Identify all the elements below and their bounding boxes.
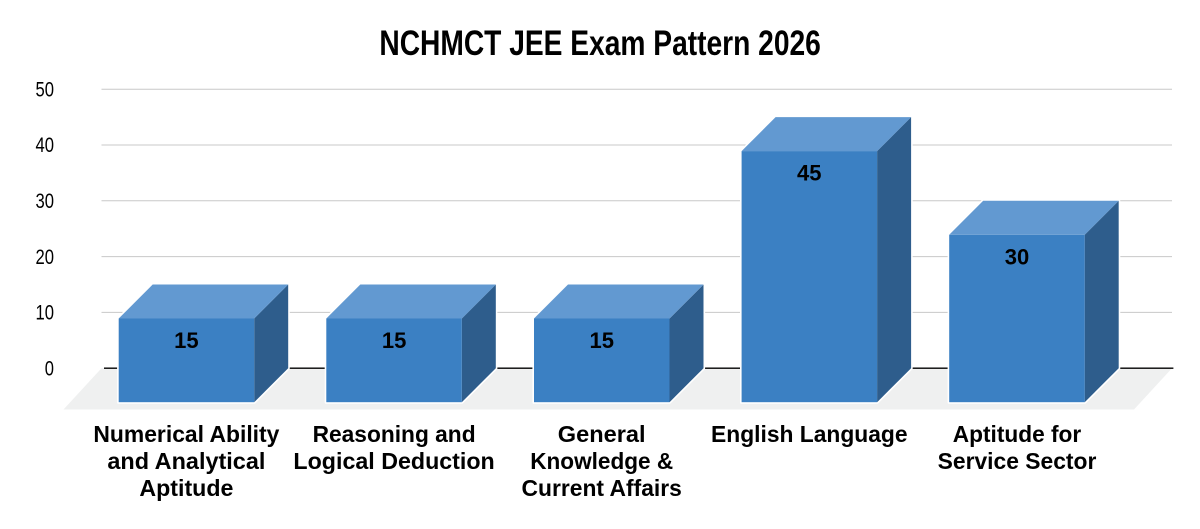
svg-text:15: 15 bbox=[174, 328, 198, 353]
svg-text:English Language: English Language bbox=[711, 421, 908, 447]
svg-text:Logical Deduction: Logical Deduction bbox=[293, 448, 494, 474]
svg-text:Knowledge &: Knowledge & bbox=[530, 448, 673, 474]
svg-text:Current Affairs: Current Affairs bbox=[522, 475, 682, 501]
svg-text:Aptitude for: Aptitude for bbox=[953, 421, 1081, 447]
svg-text:30: 30 bbox=[36, 189, 55, 213]
svg-text:10: 10 bbox=[36, 301, 55, 325]
svg-text:30: 30 bbox=[1005, 244, 1029, 269]
svg-text:15: 15 bbox=[589, 328, 613, 353]
svg-text:and Analytical: and Analytical bbox=[107, 448, 265, 474]
svg-text:Numerical Ability: Numerical Ability bbox=[93, 421, 279, 447]
svg-text:Service Sector: Service Sector bbox=[938, 448, 1097, 474]
svg-text:45: 45 bbox=[797, 161, 821, 186]
svg-text:40: 40 bbox=[36, 133, 55, 157]
svg-text:15: 15 bbox=[382, 328, 406, 353]
svg-text:Aptitude: Aptitude bbox=[139, 475, 233, 501]
svg-text:NCHMCT JEE Exam Pattern 2026: NCHMCT JEE Exam Pattern 2026 bbox=[379, 24, 821, 63]
svg-text:0: 0 bbox=[45, 356, 54, 380]
svg-text:20: 20 bbox=[36, 245, 55, 269]
svg-text:General: General bbox=[558, 421, 646, 447]
svg-text:50: 50 bbox=[36, 77, 55, 101]
svg-text:Reasoning and: Reasoning and bbox=[313, 421, 476, 447]
